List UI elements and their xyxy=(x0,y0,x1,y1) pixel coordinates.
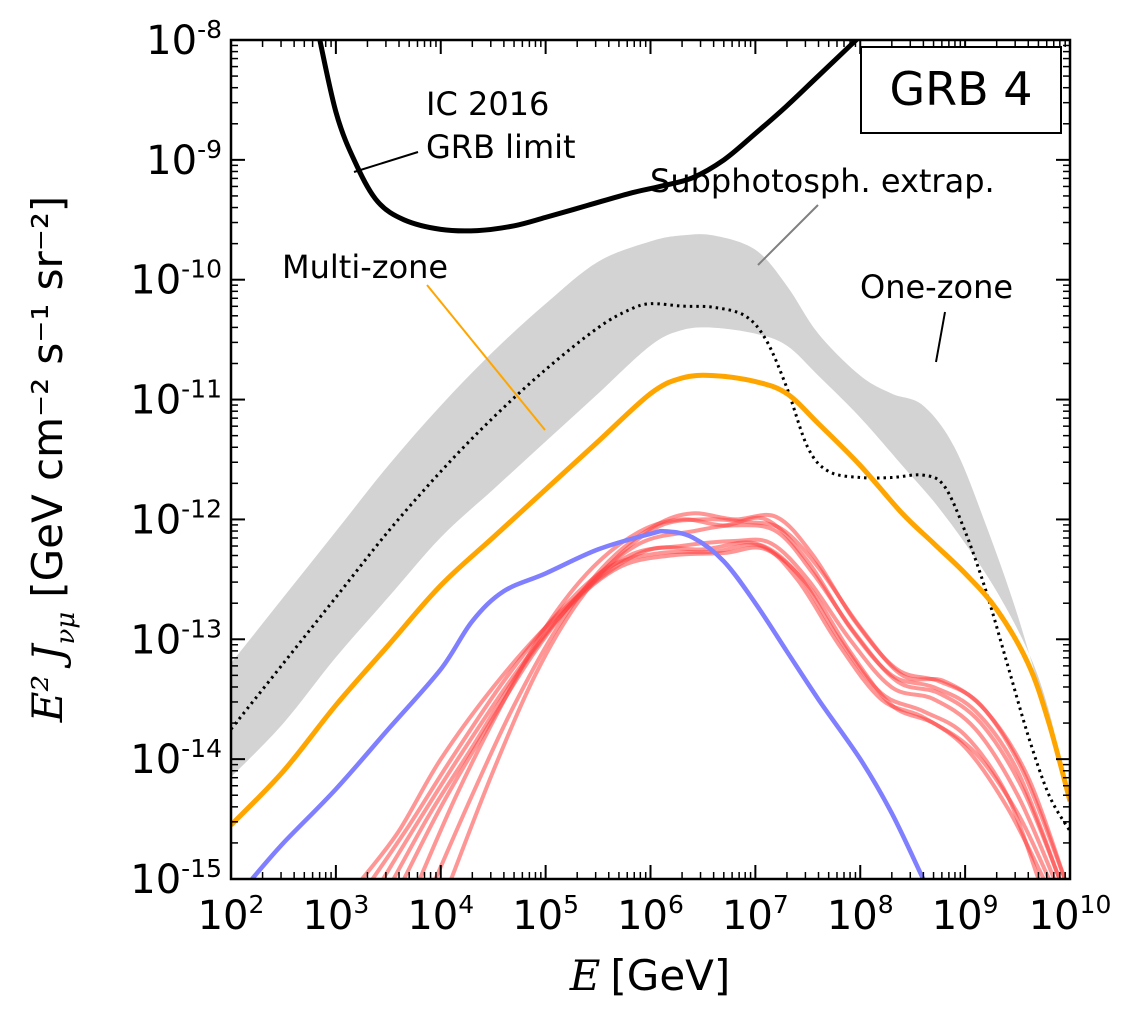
x-tick-label: 106 xyxy=(617,890,684,939)
onezone-pointer-line xyxy=(935,311,946,363)
y-axis-subscript: νμ xyxy=(51,612,81,645)
onezone-label: One-zone xyxy=(860,268,1013,306)
y-tick-label: 10-13 xyxy=(130,614,222,663)
x-tick-label: 109 xyxy=(932,890,999,939)
y-tick-label: 10-14 xyxy=(130,734,222,783)
blue-curve xyxy=(250,528,926,879)
y-tick-label: 10-11 xyxy=(130,375,222,424)
ic-label-line1: IC 2016 xyxy=(426,85,549,123)
x-tick-label: 1010 xyxy=(1029,890,1112,939)
y-axis-units: [GeV cm⁻² s⁻¹ sr⁻²] xyxy=(23,196,72,598)
multizone-curve xyxy=(231,372,1070,827)
x-tick-label: 107 xyxy=(722,890,789,939)
onezone-curve xyxy=(231,302,1070,832)
y-axis-symbol: E² J xyxy=(23,642,72,723)
red-curve-4 xyxy=(391,537,1057,879)
x-axis-units: [GeV] xyxy=(610,951,730,1000)
x-tick-label: 103 xyxy=(302,890,369,939)
subphoto-pointer-line xyxy=(757,204,819,266)
red-curve-3 xyxy=(381,545,1051,879)
multizone-label: Multi-zone xyxy=(282,248,448,286)
y-tick-label: 10-10 xyxy=(130,255,222,304)
subphoto-band xyxy=(231,234,1070,802)
x-tick-labels: 102 103 104 105 106 107 108 109 1010 xyxy=(198,890,1112,939)
y-axis-label: E² Jνμ [GeV cm⁻² s⁻¹ sr⁻²] xyxy=(23,196,81,723)
y-tick-label: 10-12 xyxy=(130,494,222,543)
x-tick-label: 105 xyxy=(512,890,579,939)
ic-limit-curve xyxy=(317,40,860,234)
legend-text: GRB 4 xyxy=(889,62,1032,116)
y-tick-label: 10-9 xyxy=(146,135,222,184)
annotations: IC 2016 GRB limit Subphotosph. extrap. M… xyxy=(282,85,1013,431)
subphoto-label: Subphotosph. extrap. xyxy=(650,162,995,200)
y-tick-label: 10-8 xyxy=(146,15,222,64)
legend-box: GRB 4 xyxy=(860,46,1062,134)
multizone-pointer-line xyxy=(426,284,546,431)
x-axis-symbol: E xyxy=(569,951,601,1000)
plot-area xyxy=(231,40,1070,879)
x-tick-label: 102 xyxy=(198,890,265,939)
y-tick-label: 10-15 xyxy=(130,854,222,903)
x-axis-label: E [GeV] xyxy=(569,951,731,1000)
legend-frame xyxy=(860,46,1062,134)
ic-pointer-line xyxy=(353,151,419,173)
red-curve-1 xyxy=(360,540,1041,879)
red-curve-8 xyxy=(449,517,1067,879)
x-tick-label: 108 xyxy=(827,890,894,939)
tick-marks xyxy=(230,39,1071,880)
y-tick-labels: 10-8 10-9 10-10 10-11 10-12 10-13 10-14 10-15 xyxy=(130,15,222,903)
ic-label-line2: GRB limit xyxy=(426,128,576,166)
x-tick-label: 104 xyxy=(407,890,474,939)
